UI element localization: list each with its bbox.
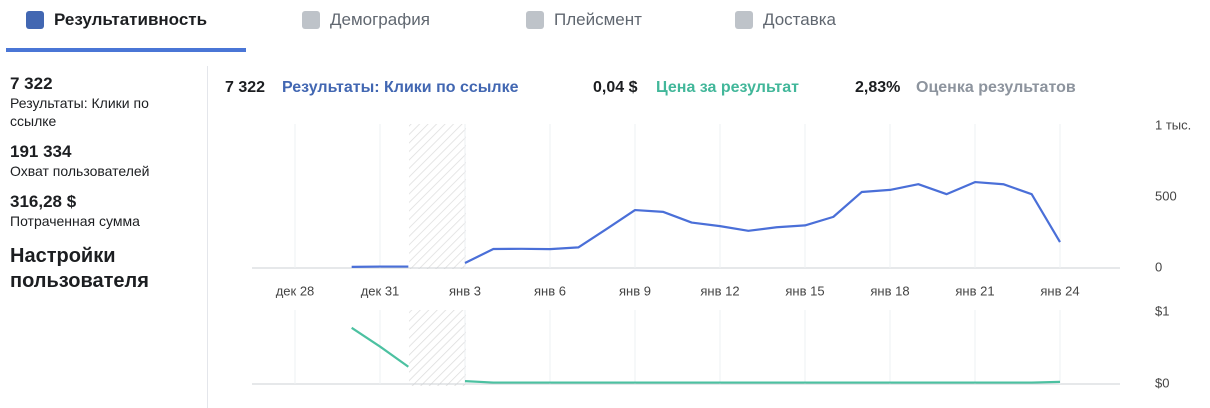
header-value: 7 322 xyxy=(225,79,265,96)
tab-label: Демография xyxy=(330,10,430,29)
header-value: 0,04 $ xyxy=(593,79,638,96)
tab[interactable]: Плейсмент xyxy=(526,10,642,30)
y-tick-label: 1 тыс. xyxy=(1155,117,1191,132)
series-line xyxy=(351,326,1061,384)
header-label: Оценка результатов xyxy=(916,79,1076,96)
tab-label: Доставка xyxy=(763,10,837,29)
tab-label: Плейсмент xyxy=(554,10,642,29)
x-tick-label: янв 21 xyxy=(955,283,994,298)
tab[interactable]: Результативность xyxy=(26,10,207,30)
x-tick-label: дек 28 xyxy=(276,283,315,298)
x-tick-label: дек 31 xyxy=(361,283,400,298)
x-tick-label: янв 18 xyxy=(870,283,909,298)
settings-heading[interactable]: Настройки пользователя xyxy=(10,245,149,292)
y-tick-label: 500 xyxy=(1155,188,1177,203)
series-line xyxy=(351,180,1061,268)
x-tick-label: янв 6 xyxy=(534,283,566,298)
metric-value: 7 322 xyxy=(10,74,53,93)
y-tick-label: 0 xyxy=(1155,259,1162,274)
metric-label: Результаты: Клики по ссылке xyxy=(10,95,149,129)
sidebar: 7 322 Результаты: Клики по ссылке 191 33… xyxy=(10,74,195,294)
x-tick-label: янв 12 xyxy=(700,283,739,298)
tab-icon xyxy=(735,11,753,29)
metric-value: 191 334 xyxy=(10,142,72,161)
tab[interactable]: Доставка xyxy=(735,10,836,30)
metric-label: Охват пользователей xyxy=(10,163,150,179)
header-label: Результаты: Клики по ссылке xyxy=(282,79,519,96)
y-tick-label: $0 xyxy=(1155,375,1169,390)
x-tick-label: янв 3 xyxy=(449,283,481,298)
metric-label: Потраченная сумма xyxy=(10,213,140,229)
tab-icon xyxy=(526,11,544,29)
header-label: Цена за результат xyxy=(656,79,799,96)
x-tick-label: янв 24 xyxy=(1040,283,1079,298)
tab-label: Результативность xyxy=(54,10,208,29)
x-tick-label: янв 9 xyxy=(619,283,651,298)
active-underline xyxy=(6,48,246,52)
x-tick-label: янв 15 xyxy=(785,283,824,298)
metric-value: 316,28 $ xyxy=(10,192,77,211)
divider xyxy=(207,66,208,408)
tab[interactable]: Демография xyxy=(302,10,430,30)
y-tick-label: $1 xyxy=(1155,303,1169,318)
no-data-region xyxy=(409,310,466,386)
no-data-region xyxy=(409,124,466,269)
header-value: 2,83% xyxy=(855,79,900,96)
tab-icon xyxy=(302,11,320,29)
tab-icon xyxy=(26,11,44,29)
